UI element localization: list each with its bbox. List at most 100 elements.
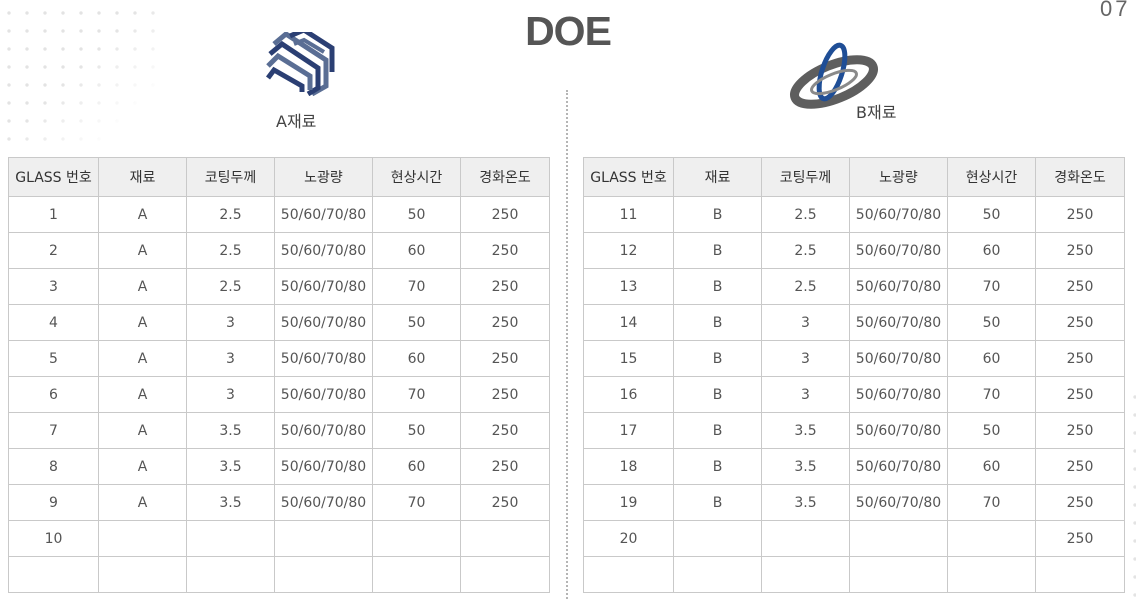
cell-exposure-dose [849,556,948,593]
cell-coating-thickness [761,556,850,593]
cell-glass-number: 18 [583,448,674,485]
table-row: 4 A 3 50/60/70/80 50 250 [8,304,550,341]
cell-glass-number: 20 [583,520,674,557]
cell-exposure-dose: 50/60/70/80 [849,412,948,449]
table-body: 11 B 2.5 50/60/70/80 50 250 12 B 2.5 50/60/70/80 6… [583,196,1125,593]
cell-coating-thickness: 2.5 [186,196,275,233]
cell-coating-thickness: 2.5 [761,196,850,233]
cell-material: B [673,268,762,305]
cell-glass-number: 2 [8,232,99,269]
material-b-logo-icon [788,38,882,118]
decorative-dot-grid [0,4,168,144]
cell-material [98,520,187,557]
table-row: 18 B 3.5 50/60/70/80 60 250 [583,448,1125,485]
table-body: 1 A 2.5 50/60/70/80 50 250 2 A 2.5 50/60/70/80 60 2… [8,196,550,593]
cell-material: B [673,304,762,341]
cell-curing-temperature: 250 [460,196,550,233]
doe-table-material-b: GLASS 번호 재료 코팅두께 노광량 현상시간 경화온도 11 B 2.5 50/… [583,157,1125,593]
cell-glass-number: 5 [8,340,99,377]
cell-glass-number: 1 [8,196,99,233]
cell-material: B [673,196,762,233]
cell-development-time [372,520,461,557]
page-title: DOE [525,8,612,54]
cell-development-time: 70 [372,484,461,521]
table-row: 2 A 2.5 50/60/70/80 60 250 [8,232,550,269]
cell-development-time [947,556,1036,593]
header-exposure-dose: 노광량 [849,157,948,197]
cell-glass-number: 6 [8,376,99,413]
cell-development-time: 50 [372,304,461,341]
cell-exposure-dose: 50/60/70/80 [274,196,373,233]
cell-material: B [673,232,762,269]
cell-curing-temperature: 250 [1035,196,1125,233]
cell-coating-thickness: 3 [761,304,850,341]
cell-coating-thickness: 3.5 [186,484,275,521]
cell-curing-temperature: 250 [1035,232,1125,269]
header-coating-thickness: 코팅두께 [186,157,275,197]
table-row: 11 B 2.5 50/60/70/80 50 250 [583,196,1125,233]
table-row: 8 A 3.5 50/60/70/80 60 250 [8,448,550,485]
decorative-dot-grid [1126,388,1136,599]
cell-curing-temperature: 250 [1035,520,1125,557]
table-row: 20 250 [583,520,1125,557]
cell-glass-number: 14 [583,304,674,341]
cell-glass-number: 12 [583,232,674,269]
cell-material [673,520,762,557]
cell-development-time: 50 [372,196,461,233]
cell-material: A [98,412,187,449]
cell-development-time: 60 [372,448,461,485]
cell-glass-number [583,556,674,593]
cell-development-time: 50 [372,412,461,449]
cell-exposure-dose: 50/60/70/80 [274,232,373,269]
table-row: 7 A 3.5 50/60/70/80 50 250 [8,412,550,449]
cell-coating-thickness: 3 [186,340,275,377]
cell-development-time: 70 [947,376,1036,413]
header-development-time: 현상시간 [947,157,1036,197]
cell-curing-temperature: 250 [460,340,550,377]
cell-exposure-dose: 50/60/70/80 [274,376,373,413]
cell-coating-thickness [186,520,275,557]
cell-curing-temperature [460,556,550,593]
cell-glass-number [8,556,99,593]
cell-development-time: 50 [947,304,1036,341]
table-row: 16 B 3 50/60/70/80 70 250 [583,376,1125,413]
cell-curing-temperature: 250 [460,376,550,413]
cell-development-time: 50 [947,196,1036,233]
cell-exposure-dose: 50/60/70/80 [274,484,373,521]
header-curing-temperature: 경화온도 [1035,157,1125,197]
cell-glass-number: 15 [583,340,674,377]
cell-development-time: 60 [372,340,461,377]
cell-exposure-dose: 50/60/70/80 [274,268,373,305]
cell-exposure-dose: 50/60/70/80 [849,268,948,305]
material-a-logo-icon [264,27,336,97]
cell-material: A [98,268,187,305]
cell-exposure-dose: 50/60/70/80 [849,232,948,269]
cell-development-time: 60 [947,448,1036,485]
table-row: 12 B 2.5 50/60/70/80 60 250 [583,232,1125,269]
cell-exposure-dose: 50/60/70/80 [849,340,948,377]
table-row: 6 A 3 50/60/70/80 70 250 [8,376,550,413]
cell-exposure-dose [274,556,373,593]
header-exposure-dose: 노광량 [274,157,373,197]
cell-coating-thickness: 3.5 [761,412,850,449]
cell-glass-number: 11 [583,196,674,233]
cell-coating-thickness [186,556,275,593]
table-row: 5 A 3 50/60/70/80 60 250 [8,340,550,377]
cell-curing-temperature: 250 [460,448,550,485]
cell-glass-number: 13 [583,268,674,305]
table-header-row: GLASS 번호 재료 코팅두께 노광량 현상시간 경화온도 [8,157,550,197]
cell-material: B [673,448,762,485]
page-number: 07 [1100,0,1131,21]
cell-development-time: 60 [372,232,461,269]
cell-material: B [673,412,762,449]
cell-material: B [673,340,762,377]
header-material: 재료 [673,157,762,197]
cell-curing-temperature: 250 [1035,340,1125,377]
cell-development-time [372,556,461,593]
column-divider [566,90,568,599]
cell-exposure-dose: 50/60/70/80 [849,484,948,521]
cell-exposure-dose: 50/60/70/80 [274,412,373,449]
cell-material: B [673,484,762,521]
doe-table-material-a: GLASS 번호 재료 코팅두께 노광량 현상시간 경화온도 1 A 2.5 50/6… [8,157,550,593]
